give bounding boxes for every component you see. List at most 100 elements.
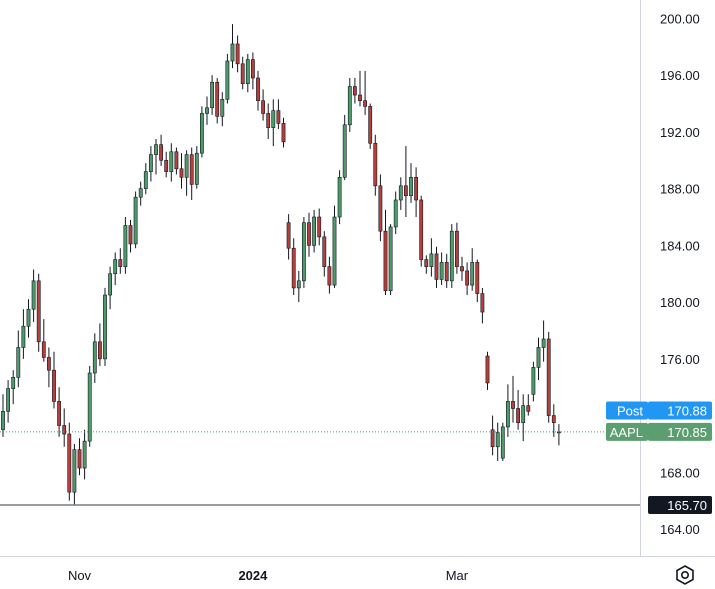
candle-body: [322, 236, 327, 267]
post-price-value: 170.88: [667, 403, 707, 418]
candle-body: [536, 347, 541, 368]
candle: [511, 375, 515, 423]
candle: [312, 209, 317, 253]
candle-body: [414, 176, 419, 201]
candle-body: [87, 372, 92, 442]
candle: [230, 24, 235, 69]
candle-body: [480, 293, 485, 313]
y-tick-label: 200.00: [660, 11, 700, 26]
candle: [82, 429, 87, 480]
candle: [200, 106, 204, 158]
candle-body: [77, 449, 82, 469]
candle-body: [332, 216, 337, 286]
candle-body: [342, 124, 347, 178]
candle-body: [393, 199, 398, 228]
candles-layer: [1, 24, 561, 505]
candle: [516, 390, 521, 430]
candle: [449, 224, 454, 288]
candle: [113, 252, 118, 286]
chart-settings-button[interactable]: [672, 563, 698, 587]
candle: [215, 78, 220, 124]
candle: [179, 153, 184, 189]
candle-body: [67, 433, 72, 493]
candle-body: [317, 216, 322, 238]
candle: [424, 255, 429, 274]
candle: [531, 361, 536, 402]
candle-body: [271, 110, 276, 128]
y-tick-label: 188.00: [660, 182, 700, 197]
last-price-value: 170.85: [667, 425, 707, 440]
candle: [317, 208, 322, 246]
price-axis[interactable]: 200.00 196.00 192.00 188.00 184.00 180.00 176.…: [660, 11, 700, 537]
candle: [36, 273, 41, 352]
candle-body: [352, 86, 357, 96]
candle-body: [62, 425, 67, 435]
candle: [281, 117, 286, 148]
candle-body: [154, 144, 158, 155]
candle-body: [470, 262, 475, 286]
candle: [556, 424, 561, 446]
candle: [322, 231, 327, 277]
candle: [296, 270, 301, 303]
candle-body: [133, 196, 138, 245]
candle: [414, 167, 419, 218]
candle: [403, 146, 408, 218]
candle-body: [291, 247, 296, 289]
candle: [46, 347, 51, 388]
candle-body: [531, 367, 536, 395]
candle: [1, 394, 5, 437]
x-tick-label: Nov: [68, 568, 92, 583]
candle: [159, 134, 164, 166]
candle: [11, 370, 16, 405]
x-tick-label: 2024: [238, 568, 268, 583]
candle: [352, 78, 357, 104]
levels-layer: [0, 431, 640, 506]
candle: [495, 422, 500, 461]
candle-body: [465, 270, 470, 286]
candle-body: [398, 185, 403, 201]
candle: [67, 422, 72, 501]
candle-body: [16, 347, 21, 378]
support-level-bg: [648, 495, 712, 514]
candle: [62, 408, 67, 447]
candle-body: [194, 152, 199, 185]
last-price-value-bg: [648, 422, 712, 441]
candle: [490, 415, 495, 456]
y-tick-label: 196.00: [660, 68, 700, 83]
candle-body: [526, 405, 531, 412]
candle-body: [26, 308, 31, 327]
candle: [138, 181, 143, 206]
candle-body: [225, 60, 230, 100]
candle-body: [164, 159, 169, 172]
candle-body: [337, 176, 342, 218]
candle-body: [169, 151, 174, 172]
post-price-tag: Post 170.88: [606, 401, 712, 420]
candle-body: [383, 230, 388, 292]
candle-body: [98, 341, 102, 360]
candle-body: [21, 325, 26, 348]
candle-body: [174, 151, 179, 170]
candle-body: [92, 341, 97, 374]
candle: [143, 163, 148, 195]
candle: [220, 92, 225, 127]
candle-body: [52, 369, 56, 402]
candle: [470, 248, 475, 291]
candle-body: [347, 86, 352, 126]
candle: [52, 351, 56, 409]
candle: [251, 52, 255, 90]
candle-body: [286, 222, 291, 249]
candle: [286, 214, 291, 260]
candle: [307, 212, 311, 257]
time-axis[interactable]: Nov 2024 Mar: [68, 568, 469, 583]
candle-body: [189, 154, 194, 185]
candle: [291, 238, 296, 296]
candle: [6, 380, 11, 423]
candle: [383, 209, 388, 296]
candle: [149, 146, 153, 182]
candle-body: [118, 259, 123, 267]
candle-body: [46, 357, 51, 371]
candle-body: [215, 81, 220, 117]
candle-body: [261, 100, 266, 114]
candle-body: [128, 225, 133, 245]
